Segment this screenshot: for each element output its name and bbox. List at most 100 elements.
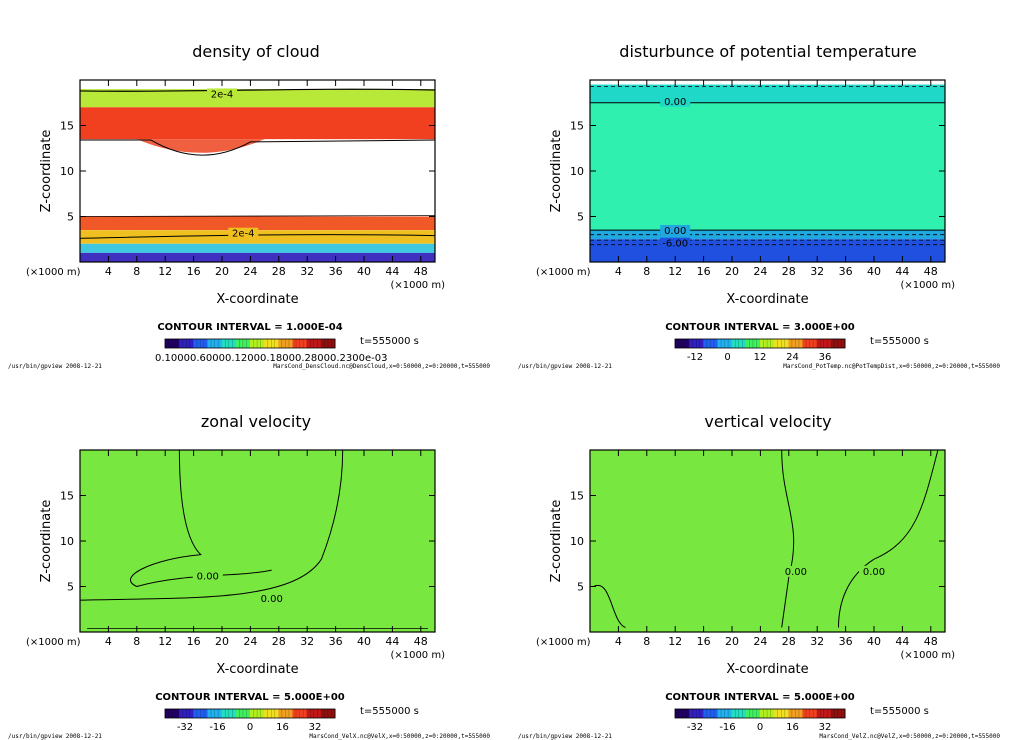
contour-line	[79, 215, 436, 217]
time-label: t=555000 s	[870, 336, 929, 347]
colorbar-swatch	[264, 339, 279, 348]
colorbar-swatch	[689, 709, 704, 718]
colorbar-swatch	[207, 339, 223, 348]
colorbar-swatch	[320, 709, 336, 718]
colorbar-tick-label: -16	[719, 722, 735, 733]
field-band	[590, 239, 945, 262]
colorbar-tick-label: -32	[177, 722, 193, 733]
y-tick-label: 10	[570, 535, 584, 548]
x-tick-label: 16	[187, 265, 201, 278]
x-unit-label: (×1000 m)	[900, 280, 955, 291]
colorbar-frame	[674, 708, 846, 719]
field-band	[590, 450, 945, 632]
colorbar-swatch	[717, 339, 733, 348]
contour-interval: CONTOUR INTERVAL = 5.000E+00	[665, 692, 855, 703]
contour-line	[593, 584, 626, 628]
footer-right: MarsCond_VelX.nc@VelX,x=0:50000,z=0:2000…	[309, 733, 490, 740]
field-band	[590, 102, 945, 231]
colorbar-tick-label: 32	[309, 722, 322, 733]
colorbar-swatch	[731, 339, 747, 348]
y-axis-label: Z-coordinate	[39, 500, 54, 583]
contour-label: 0.00	[664, 97, 686, 108]
contour-line	[80, 139, 436, 156]
x-tick-label: 40	[357, 635, 371, 648]
field-band	[80, 243, 435, 253]
contour-interval: CONTOUR INTERVAL = 5.000E+00	[155, 692, 345, 703]
x-tick-label: 24	[243, 635, 257, 648]
colorbar-swatch	[207, 709, 223, 718]
x-tick-label: 20	[725, 265, 739, 278]
colorbar-swatch	[675, 709, 690, 718]
contour-label-bg	[228, 227, 259, 239]
colorbar-swatch	[221, 709, 237, 718]
colorbar-swatch	[179, 339, 194, 348]
colorbar-swatch	[774, 709, 789, 718]
x-tick-label: 48	[924, 265, 938, 278]
colorbar-swatch	[306, 339, 322, 348]
x-tick-label: 32	[300, 635, 314, 648]
time-label: t=555000 s	[360, 336, 419, 347]
field-band	[80, 450, 435, 632]
y-tick-label: 15	[60, 490, 74, 503]
y-axis-label: Z-coordinate	[549, 500, 564, 583]
x-tick-label: 12	[158, 265, 172, 278]
x-tick-label: 20	[215, 265, 229, 278]
x-axis-label: X-coordinate	[726, 292, 808, 307]
chart-title: vertical velocity	[704, 412, 831, 431]
colorbar-tick-label: 0.10000.60000.12000.18000.28000.2300e-03	[155, 353, 387, 364]
colorbar-swatch	[193, 339, 208, 348]
x-tick-label: 20	[725, 635, 739, 648]
x-tick-label: 36	[839, 635, 853, 648]
contour-label-bg	[859, 565, 889, 577]
field-band	[80, 216, 435, 231]
contour-label: 2e-4	[232, 229, 255, 240]
colorbar-swatch	[760, 339, 775, 348]
contour-label-bg	[256, 593, 287, 605]
footer-right: MarsCond_DensCloud.nc@DensCloud,x=0:5000…	[273, 363, 490, 370]
contour-label: 0.00	[785, 567, 807, 578]
footer-left: /usr/bin/gpview 2008-12-21	[518, 733, 612, 740]
chart-title: disturbunce of potential temperature	[619, 42, 916, 61]
x-tick-label: 8	[133, 635, 140, 648]
colorbar-tick-label: -32	[687, 722, 703, 733]
colorbar-tick-label: 36	[819, 352, 832, 363]
x-tick-label: 44	[385, 635, 399, 648]
x-tick-label: 28	[782, 635, 796, 648]
x-tick-label: 36	[329, 265, 343, 278]
contour-label: 0.00	[197, 571, 219, 582]
field-band	[590, 84, 945, 103]
chart-title: density of cloud	[192, 42, 320, 61]
colorbar-swatch	[816, 709, 832, 718]
colorbar-frame	[164, 708, 336, 719]
y-tick-label: 10	[570, 165, 584, 178]
x-tick-label: 32	[300, 265, 314, 278]
colorbar-tick-label: 12	[754, 352, 767, 363]
colorbar-swatch	[689, 339, 704, 348]
x-tick-label: 12	[668, 265, 682, 278]
x-tick-label: 20	[215, 635, 229, 648]
colorbar-swatch	[264, 709, 279, 718]
y-axis-label: Z-coordinate	[549, 130, 564, 213]
contour-line	[838, 449, 939, 628]
colorbar-tick-label: 0	[247, 722, 253, 733]
y-tick-label: 15	[570, 490, 584, 503]
chart-panel-2: disturbunce of potential temperature 0.00…	[518, 42, 1000, 370]
x-tick-label: 36	[839, 265, 853, 278]
colorbar-swatch	[675, 339, 690, 348]
contour-label: 2e-4	[211, 89, 234, 100]
x-axis-label: X-coordinate	[726, 662, 808, 677]
colorbar-tick-label: 32	[819, 722, 832, 733]
footer-left: /usr/bin/gpview 2008-12-21	[8, 363, 102, 370]
colorbar-swatch	[278, 339, 293, 348]
chart-title: zonal velocity	[201, 412, 311, 431]
x-tick-label: 16	[187, 635, 201, 648]
x-tick-label: 12	[158, 635, 172, 648]
colorbar-swatch	[788, 339, 803, 348]
field-band	[80, 252, 435, 262]
contour-label: 0.00	[863, 567, 885, 578]
x-tick-label: 44	[385, 265, 399, 278]
colorbar-tick-label: 16	[786, 722, 799, 733]
x-unit-label: (×1000 m)	[900, 650, 955, 661]
